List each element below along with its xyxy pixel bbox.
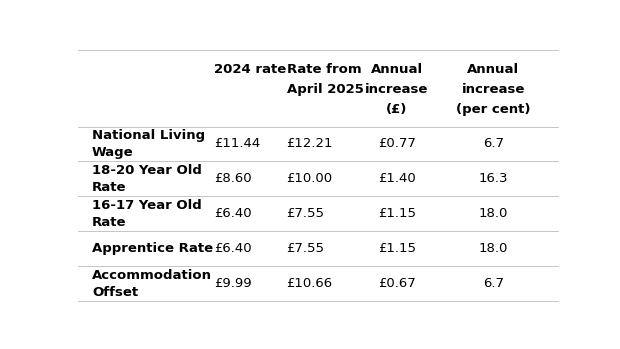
Text: Annual: Annual bbox=[467, 63, 519, 76]
Text: April 2025: April 2025 bbox=[286, 83, 363, 96]
Text: £7.55: £7.55 bbox=[286, 207, 324, 220]
Text: £8.60: £8.60 bbox=[215, 172, 252, 185]
Text: National Living
Wage: National Living Wage bbox=[92, 129, 205, 159]
Text: £0.77: £0.77 bbox=[378, 138, 416, 150]
Text: Annual: Annual bbox=[371, 63, 423, 76]
Text: 18.0: 18.0 bbox=[479, 207, 508, 220]
Text: increase: increase bbox=[365, 83, 428, 96]
Text: Rate from: Rate from bbox=[286, 63, 361, 76]
Text: Accommodation
Offset: Accommodation Offset bbox=[92, 269, 212, 298]
Text: Apprentice Rate: Apprentice Rate bbox=[92, 242, 213, 255]
Text: 6.7: 6.7 bbox=[482, 138, 503, 150]
Text: £0.67: £0.67 bbox=[378, 277, 416, 290]
Text: 18.0: 18.0 bbox=[479, 242, 508, 255]
Text: (£): (£) bbox=[386, 103, 408, 116]
Text: 18-20 Year Old
Rate: 18-20 Year Old Rate bbox=[92, 164, 202, 194]
Text: £10.66: £10.66 bbox=[286, 277, 333, 290]
Text: £6.40: £6.40 bbox=[215, 242, 252, 255]
Text: £1.40: £1.40 bbox=[378, 172, 416, 185]
Text: £6.40: £6.40 bbox=[215, 207, 252, 220]
Text: £9.99: £9.99 bbox=[215, 277, 252, 290]
Text: 2024 rate: 2024 rate bbox=[215, 63, 286, 76]
Text: 6.7: 6.7 bbox=[482, 277, 503, 290]
Text: £1.15: £1.15 bbox=[378, 242, 416, 255]
Text: £12.21: £12.21 bbox=[286, 138, 333, 150]
Text: £7.55: £7.55 bbox=[286, 242, 324, 255]
Text: £11.44: £11.44 bbox=[215, 138, 260, 150]
Text: 16-17 Year Old
Rate: 16-17 Year Old Rate bbox=[92, 199, 202, 229]
Text: (per cent): (per cent) bbox=[456, 103, 530, 116]
Text: 16.3: 16.3 bbox=[479, 172, 508, 185]
Text: increase: increase bbox=[461, 83, 525, 96]
Text: £1.15: £1.15 bbox=[378, 207, 416, 220]
Text: £10.00: £10.00 bbox=[286, 172, 333, 185]
